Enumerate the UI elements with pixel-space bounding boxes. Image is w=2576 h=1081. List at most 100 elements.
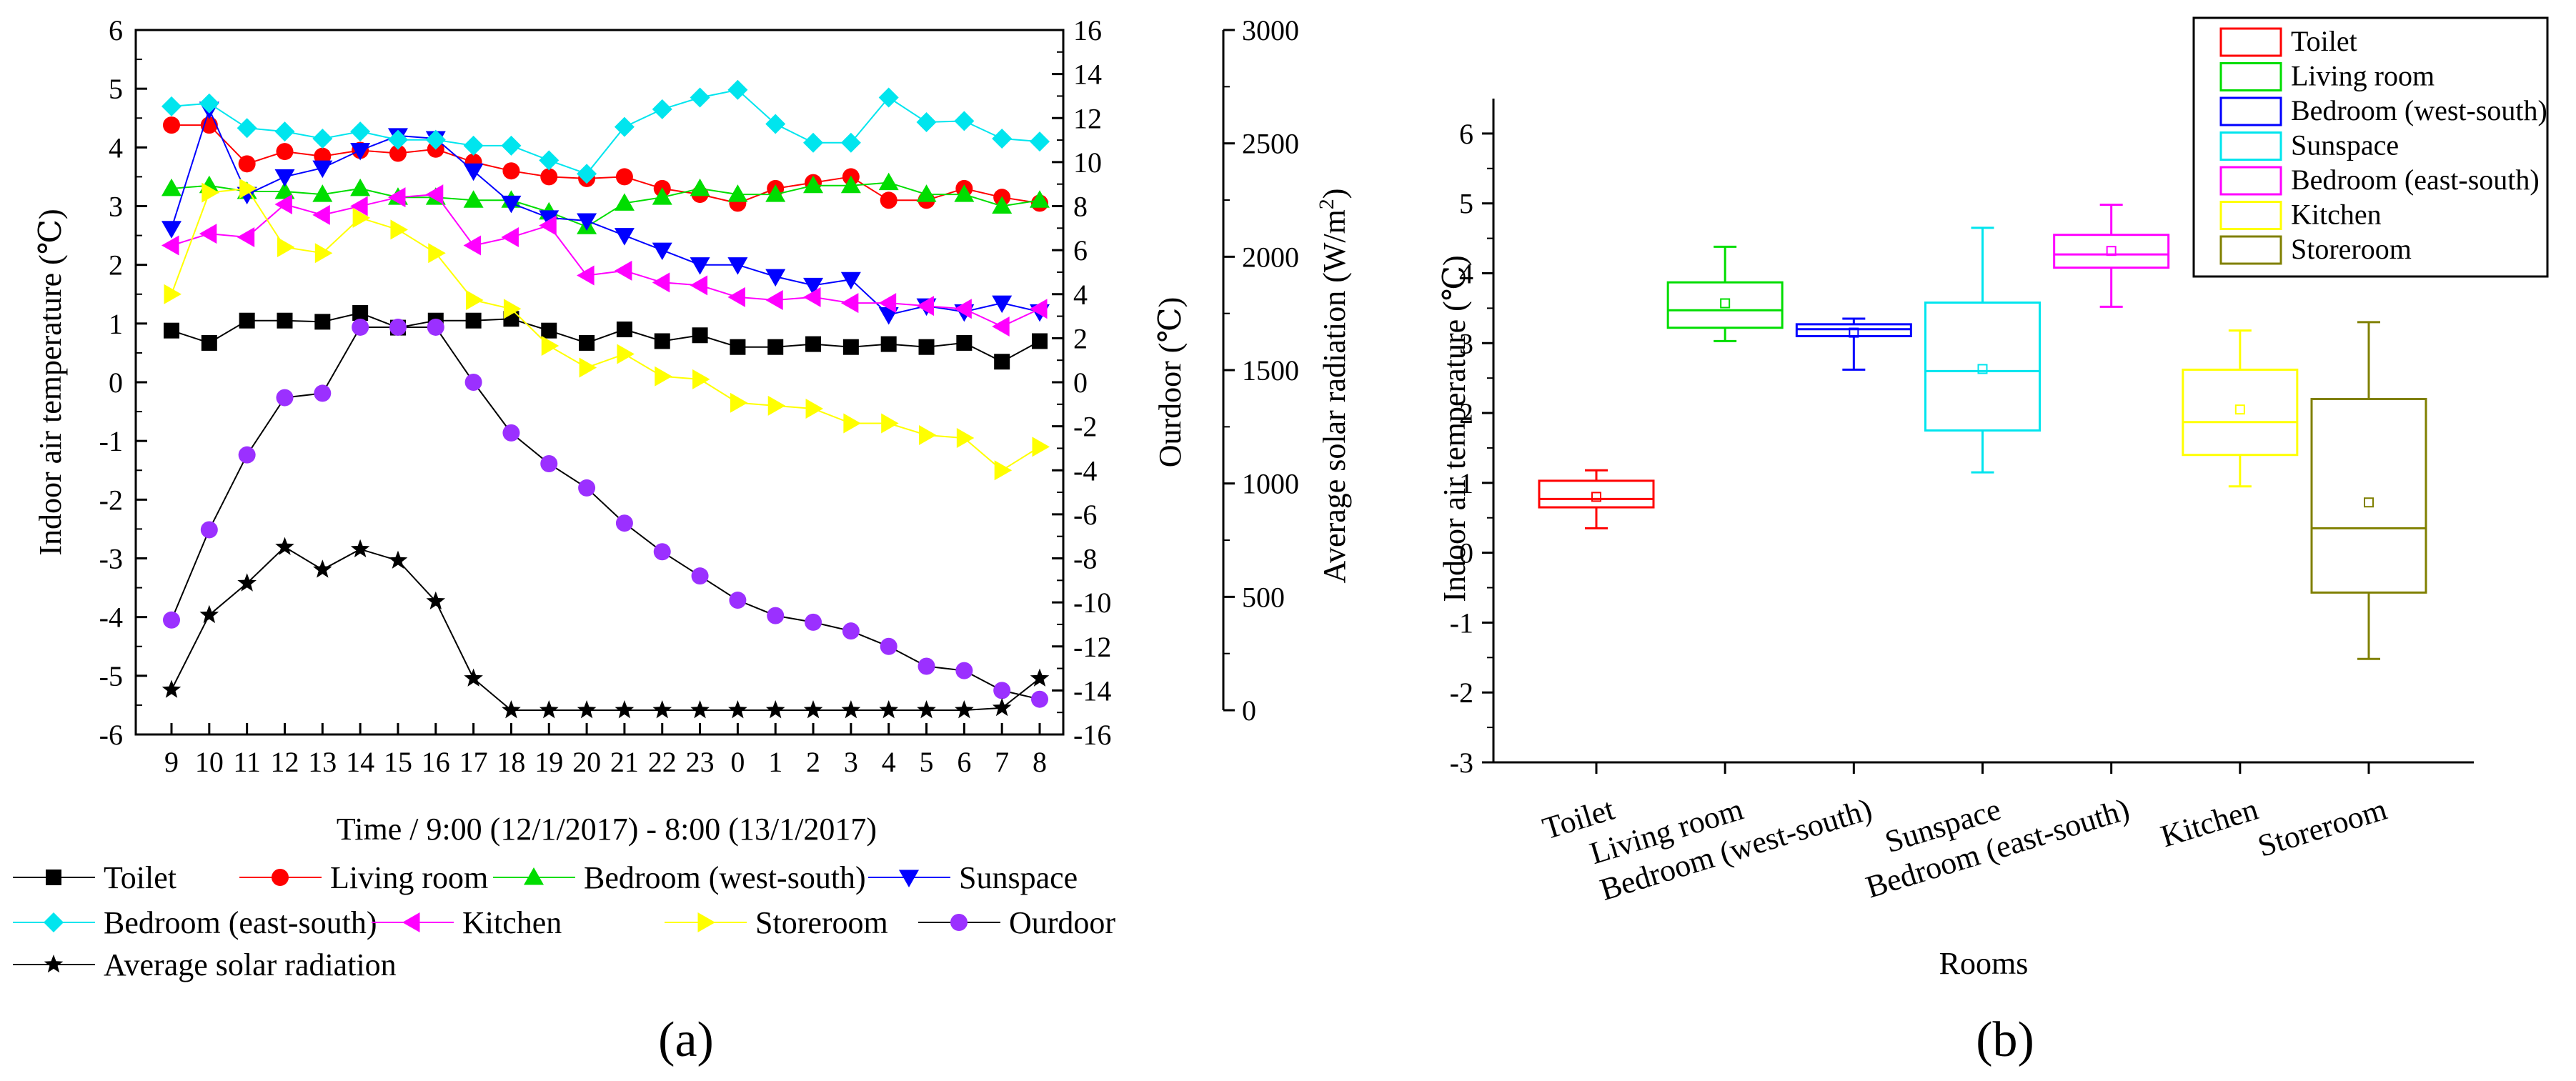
legend-swatch-toilet bbox=[2219, 27, 2282, 57]
data-point-toilet bbox=[314, 314, 331, 330]
data-point-average-solar-radiation bbox=[917, 700, 936, 719]
chart-b-y-tick-label: 1 bbox=[1459, 467, 1473, 499]
chart-a-outdoor-tick-label: 10 bbox=[1073, 146, 1102, 179]
chart-a-outdoor-tick-label: -6 bbox=[1073, 499, 1097, 531]
box-mean-living-room bbox=[1720, 298, 1731, 309]
data-point-bedroom-east-south bbox=[539, 150, 560, 171]
data-point-bedroom-east-south bbox=[727, 79, 748, 100]
data-point-storeroom bbox=[428, 243, 446, 264]
data-point-toilet bbox=[767, 339, 784, 355]
data-point-average-solar-radiation bbox=[841, 700, 861, 719]
chart-a-outdoor-tick-label: 0 bbox=[1073, 367, 1088, 399]
data-point-bedroom-east-south bbox=[992, 129, 1013, 149]
data-point-bedroom-east-south bbox=[425, 129, 446, 150]
box-mean-bedroom-west-south bbox=[1849, 327, 1859, 338]
data-point-ourdoor bbox=[955, 662, 973, 679]
chart-a-x-tick-label: 18 bbox=[497, 746, 525, 778]
series-line-storeroom bbox=[171, 187, 1040, 472]
legend-marker-toilet bbox=[46, 870, 61, 885]
data-point-storeroom bbox=[881, 413, 899, 434]
box-mean-toilet bbox=[1591, 492, 1601, 502]
chart-a-outdoor-tick-label: 2 bbox=[1073, 322, 1088, 354]
data-point-toilet bbox=[239, 312, 255, 329]
data-point-toilet bbox=[277, 312, 293, 329]
data-point-storeroom bbox=[466, 289, 484, 310]
data-point-average-solar-radiation bbox=[502, 700, 521, 719]
data-point-bedroom-east-south bbox=[387, 129, 408, 150]
legend-marker-bedroom-west-south bbox=[524, 867, 544, 885]
chart-b-y-tick-label: 6 bbox=[1459, 118, 1473, 150]
chart-a-x-tick-label: 9 bbox=[164, 746, 179, 778]
data-point-living-room bbox=[540, 168, 558, 186]
data-point-ourdoor bbox=[352, 318, 369, 336]
data-point-kitchen bbox=[614, 260, 632, 281]
chart-a-left-tick-label: 0 bbox=[109, 367, 123, 399]
data-point-kitchen bbox=[1030, 299, 1048, 319]
data-point-toilet bbox=[579, 334, 595, 351]
data-point-bedroom-east-south bbox=[237, 118, 257, 139]
data-point-bedroom-west-south bbox=[350, 178, 371, 196]
data-point-living-room bbox=[238, 155, 256, 173]
data-point-storeroom bbox=[277, 237, 295, 258]
data-point-kitchen bbox=[652, 272, 670, 293]
chart-b-boxes bbox=[1538, 204, 2427, 660]
chart-a-left-tick-label: -2 bbox=[99, 484, 123, 516]
data-point-toilet bbox=[730, 339, 746, 355]
series-line-average-solar-radiation bbox=[171, 546, 1040, 711]
chart-a-outdoor-tick-label: 16 bbox=[1073, 14, 1102, 46]
chart-a-outdoor-tick-label: -14 bbox=[1073, 674, 1111, 707]
chart-a-solar-tick-label: 500 bbox=[1242, 581, 1285, 613]
data-point-storeroom bbox=[994, 460, 1013, 481]
chart-b-legend-frame bbox=[2192, 16, 2549, 278]
box-toilet bbox=[1538, 479, 1655, 509]
data-point-bedroom-east-south bbox=[652, 99, 672, 119]
data-point-ourdoor bbox=[917, 657, 935, 675]
panel-label-a: (a) bbox=[658, 1012, 714, 1067]
data-point-bedroom-east-south bbox=[614, 116, 635, 137]
data-point-ourdoor bbox=[767, 607, 785, 624]
legend-swatch-storeroom bbox=[2219, 235, 2282, 265]
chart-a-left-tick-label: -6 bbox=[99, 719, 123, 751]
chart-a-x-tick-label: 16 bbox=[422, 746, 450, 778]
data-point-average-solar-radiation bbox=[199, 604, 219, 624]
data-point-sunspace bbox=[652, 242, 672, 261]
data-point-bedroom-east-south bbox=[312, 129, 333, 149]
data-point-living-room bbox=[880, 191, 897, 209]
data-point-bedroom-west-south bbox=[954, 184, 975, 202]
data-point-toilet bbox=[1032, 333, 1048, 349]
chart-a-y3-axis-label-close: ) bbox=[1317, 189, 1352, 199]
legend-label-average-solar-radiation: Average solar radiation bbox=[104, 947, 397, 982]
chart-a-left-tick-label: -1 bbox=[99, 425, 123, 457]
chart-a-outdoor-tick-label: -2 bbox=[1073, 411, 1097, 443]
data-point-toilet bbox=[352, 305, 369, 322]
data-point-bedroom-west-south bbox=[878, 172, 899, 191]
chart-a-left-tick-label: 3 bbox=[109, 191, 123, 223]
data-point-bedroom-east-south bbox=[350, 121, 371, 142]
series-line-sunspace bbox=[171, 107, 1040, 316]
data-point-kitchen bbox=[803, 287, 821, 307]
data-point-bedroom-east-south bbox=[803, 132, 824, 153]
series-line-ourdoor bbox=[171, 327, 1040, 700]
data-point-bedroom-east-south bbox=[878, 87, 899, 108]
data-point-average-solar-radiation bbox=[313, 559, 332, 578]
chart-a-outdoor-tick-label: 6 bbox=[1073, 234, 1088, 266]
data-point-ourdoor bbox=[842, 622, 860, 640]
chart-a-y3-axis-label-main: Average solar radiation (W/m bbox=[1317, 209, 1352, 583]
data-point-bedroom-east-south bbox=[274, 121, 295, 142]
chart-a-outdoor-tick-label: -16 bbox=[1073, 719, 1111, 751]
legend-label-storeroom: Storeroom bbox=[755, 905, 888, 940]
data-point-toilet bbox=[842, 339, 859, 355]
chart-a-x-tick-label: 22 bbox=[648, 746, 677, 778]
chart-b-y-tick-label: 2 bbox=[1459, 397, 1473, 429]
data-point-bedroom-east-south bbox=[954, 111, 975, 131]
chart-a-x-tick-label: 5 bbox=[920, 746, 934, 778]
chart-a-x-tick-label: 10 bbox=[195, 746, 224, 778]
data-point-living-room bbox=[615, 168, 633, 186]
chart-a-x-tick-label: 12 bbox=[270, 746, 299, 778]
chart-a-x-tick-label: 23 bbox=[686, 746, 715, 778]
data-point-ourdoor bbox=[1031, 690, 1048, 708]
chart-a-left-tick-label: -3 bbox=[99, 543, 123, 575]
chart-a-x-tick-label: 17 bbox=[459, 746, 488, 778]
legend-label-toilet: Toilet bbox=[2291, 25, 2357, 57]
